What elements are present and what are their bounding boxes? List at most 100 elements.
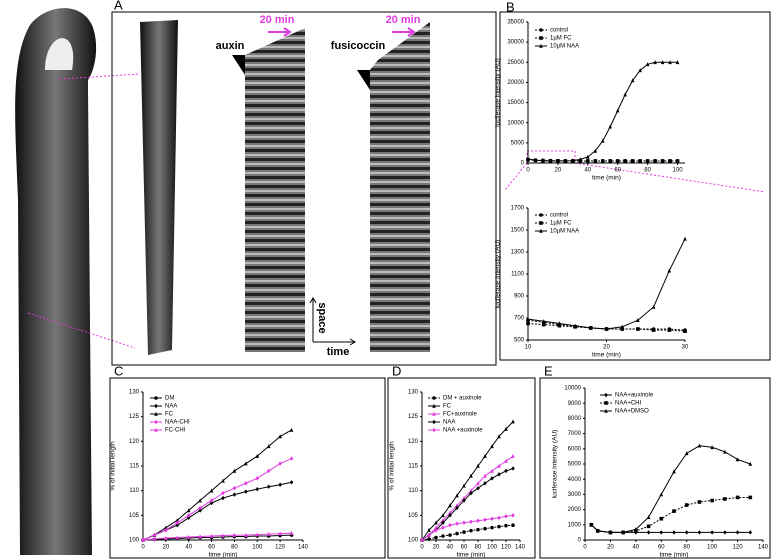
- y-axis-label: % of initial length: [110, 441, 117, 491]
- seedling-image: [15, 8, 97, 555]
- legend-label: FC: [443, 404, 452, 410]
- data-point: [164, 527, 168, 533]
- treatment-label: fusicoccin: [331, 40, 386, 52]
- panel-label: E: [544, 363, 553, 378]
- data-point: [735, 495, 740, 500]
- data-point: [723, 497, 727, 501]
- data-point: [175, 535, 180, 540]
- y-tick-label: 125: [408, 414, 419, 420]
- data-point: [556, 158, 560, 163]
- series-line: [591, 524, 751, 533]
- y-tick-label: 20000: [507, 80, 524, 86]
- legend-marker: [604, 408, 608, 413]
- data-point: [653, 60, 657, 65]
- x-tick-label: 120: [501, 545, 512, 551]
- data-point: [675, 60, 680, 65]
- y-tick-label: 100: [408, 538, 419, 544]
- y-tick-label: 10000: [564, 386, 581, 392]
- data-point: [476, 486, 480, 491]
- data-point: [548, 158, 553, 163]
- data-point: [448, 533, 452, 537]
- x-tick-label: 0: [420, 545, 424, 551]
- x-tick-label: 40: [584, 168, 591, 174]
- panel-label: C: [114, 363, 123, 378]
- y-tick-label: 1000: [568, 522, 582, 528]
- data-point: [441, 525, 445, 530]
- data-point: [244, 481, 248, 486]
- data-point: [441, 513, 445, 518]
- data-point: [586, 154, 590, 159]
- series-line: [591, 496, 751, 533]
- data-point: [141, 537, 145, 542]
- kymograph-auxin: [245, 28, 305, 352]
- legend-label: NAA+auxinole: [615, 393, 654, 399]
- data-point: [651, 304, 656, 309]
- x-tick-label: 80: [475, 545, 482, 551]
- data-point: [462, 498, 466, 503]
- data-point: [175, 523, 180, 528]
- data-point: [244, 489, 248, 494]
- data-point: [462, 530, 466, 534]
- data-point: [667, 328, 672, 332]
- data-point: [593, 159, 598, 163]
- data-point: [748, 461, 753, 466]
- y-axis-label: % of initial length: [389, 441, 396, 491]
- data-point: [434, 535, 438, 540]
- data-point: [490, 525, 494, 530]
- data-point: [571, 158, 575, 163]
- data-point: [490, 516, 494, 521]
- legend-marker: [432, 411, 436, 416]
- y-tick-label: 700: [514, 316, 525, 322]
- data-point: [469, 488, 473, 493]
- data-point: [266, 468, 271, 474]
- data-point: [232, 532, 237, 537]
- y-tick-label: 2000: [568, 507, 582, 513]
- data-point: [462, 483, 466, 488]
- legend-marker: [432, 403, 436, 408]
- data-point: [608, 159, 613, 163]
- data-point: [660, 60, 665, 65]
- legend-marker: [432, 427, 436, 433]
- x-tick-label: 30: [682, 345, 689, 351]
- data-point: [469, 519, 473, 524]
- x-tick-label: 40: [185, 545, 192, 551]
- data-point: [697, 530, 702, 535]
- data-point: [541, 322, 546, 327]
- series-line: [142, 532, 292, 541]
- x-tick-label: 140: [758, 545, 769, 551]
- interval-label: 20 min: [386, 14, 421, 26]
- data-point: [630, 159, 635, 163]
- data-point: [209, 488, 214, 493]
- data-point: [164, 535, 168, 540]
- legend-label: NAA+DMSO: [615, 409, 649, 415]
- x-tick-label: 100: [707, 545, 718, 551]
- panel-a-box: [111, 11, 497, 366]
- data-point: [434, 520, 438, 525]
- data-point: [589, 522, 594, 527]
- data-point: [209, 533, 214, 538]
- x-tick-label: 100: [487, 545, 498, 551]
- data-point: [578, 157, 583, 162]
- data-point: [723, 449, 727, 454]
- legend-marker: [604, 401, 608, 405]
- data-point: [646, 515, 651, 519]
- data-point: [455, 531, 459, 536]
- data-point: [511, 513, 515, 518]
- y-tick-label: 1300: [511, 250, 525, 256]
- legend-marker: [432, 419, 436, 425]
- data-point: [186, 513, 191, 518]
- data-point: [455, 521, 459, 526]
- y-tick-label: 3000: [568, 492, 582, 498]
- data-point: [608, 124, 613, 129]
- x-tick-label: 0: [526, 168, 530, 174]
- x-tick-label: 120: [275, 545, 286, 551]
- data-point: [469, 528, 473, 533]
- seedling-hook: [45, 38, 74, 70]
- data-point: [541, 158, 545, 163]
- data-point: [697, 500, 702, 504]
- y-tick-label: 25000: [507, 60, 524, 66]
- data-point: [209, 498, 214, 503]
- x-tick-label: 140: [298, 545, 309, 551]
- panel-c-box: [109, 377, 386, 559]
- data-point: [448, 523, 452, 528]
